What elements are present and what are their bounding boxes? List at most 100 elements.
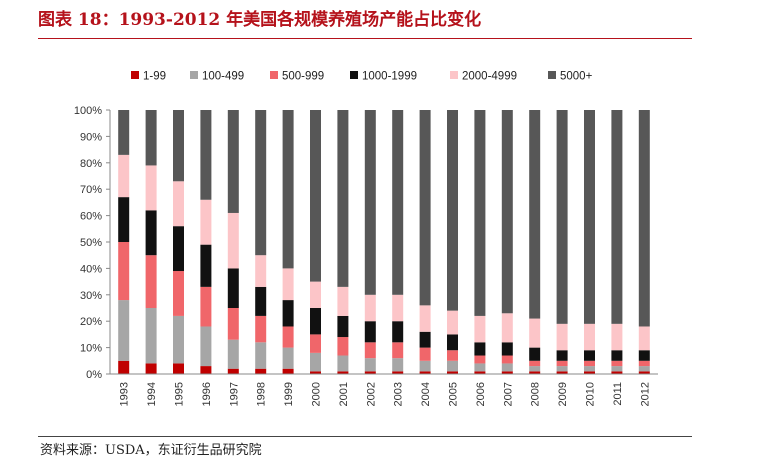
bar-2009-500-999 [556,360,568,367]
bar-2006-1-99 [474,371,486,374]
x-tick-label-2005: 2005 [448,382,460,406]
legend-swatch-1-99 [131,71,139,79]
x-tick-label-1997: 1997 [228,382,240,406]
x-tick-label-2006: 2006 [475,382,487,406]
bar-2012-1000-1999 [638,350,650,361]
bar-2001-5000plus [337,110,349,287]
bar-1995-100-499 [173,315,184,364]
y-tick-label: 20% [80,316,102,328]
y-tick-label: 50% [80,237,102,249]
source-note: 资料来源：USDA，东证衍生品研究院 [40,443,262,458]
x-tick-label-2012: 2012 [639,382,651,406]
x-tick-label-2009: 2009 [557,382,569,406]
bar-1995-1-99 [173,363,184,374]
bar-2008-1-99 [529,371,541,374]
bar-2010-1000-1999 [584,350,595,361]
legend-swatch-2000-4999 [450,71,458,79]
bar-1997-1000-1999 [227,268,239,308]
y-tick-label: 100% [74,105,102,117]
bar-2006-500-999 [474,355,486,364]
bar-2002-500-999 [364,342,376,359]
source-rule [38,436,692,437]
bar-group [118,110,650,374]
bar-2009-2000-4999 [556,323,568,351]
bar-2011-500-999 [611,360,623,367]
bar-1998-1-99 [255,368,267,374]
bar-2008-500-999 [529,360,541,367]
x-tick-label-2010: 2010 [585,382,597,406]
figure-title: 图表 18：1993-2012 年美国各规模养殖场产能占比变化 [38,10,482,30]
legend-label-1-99: 1-99 [143,71,166,83]
bar-2011-100-499 [611,366,623,372]
bar-1993-2000-4999 [118,154,130,198]
bar-2000-500-999 [310,334,321,353]
title-rule [38,38,692,39]
bar-1999-1-99 [282,368,294,374]
legend-label-2000-4999: 2000-4999 [462,71,517,83]
bar-2011-1000-1999 [611,350,623,361]
bar-2010-2000-4999 [584,323,595,351]
bar-1997-1-99 [227,368,239,374]
bar-2000-5000plus [310,110,321,282]
bar-2002-2000-4999 [364,294,376,322]
bar-1996-2000-4999 [200,199,212,245]
bar-2012-500-999 [638,360,650,367]
bar-1994-100-499 [145,308,157,364]
bar-2007-500-999 [501,355,513,364]
x-tick-label-2011: 2011 [612,382,624,406]
y-axis: 0% 10% 20% 30% 40% 50% 60% 70% 80% 90% 100% [74,105,111,381]
x-tick-label-2004: 2004 [420,382,432,406]
chart-legend: 1-99 100-499 500-999 1000-1999 2000-4999 5000… [131,71,593,83]
bar-2011-1-99 [611,371,623,374]
y-tick-label: 30% [80,290,102,302]
bar-1999-2000-4999 [282,268,294,301]
bar-1994-2000-4999 [145,165,157,211]
bar-1994-500-999 [145,255,157,308]
x-tick-label-1993: 1993 [119,382,131,406]
bar-1994-1-99 [145,363,157,374]
bar-1997-5000plus [227,110,239,213]
legend-label-500-999: 500-999 [282,71,324,83]
legend-swatch-1000-1999 [350,71,358,79]
bar-1997-500-999 [227,308,239,340]
y-tick-label: 10% [80,343,102,355]
bar-2008-100-499 [529,366,541,372]
bar-2007-1-99 [501,371,513,374]
bar-2006-5000plus [474,110,486,316]
bar-2004-100-499 [419,360,431,372]
x-tick-label-1994: 1994 [146,382,158,406]
x-tick-label-1996: 1996 [201,382,213,406]
x-axis: 1993 1994 1995 1996 1997 1998 1999 2000 2001 2002… [110,373,658,406]
bar-2004-2000-4999 [419,305,431,332]
y-tick-label: 40% [80,263,102,275]
y-tick-label: 0% [86,369,102,381]
bar-2002-100-499 [364,358,376,372]
bar-2009-1-99 [556,371,568,374]
bar-2008-5000plus [529,110,541,319]
bar-1996-500-999 [200,286,212,327]
bar-1999-1000-1999 [282,300,294,327]
bar-2012-100-499 [638,366,650,372]
bar-2000-100-499 [310,352,321,372]
bar-2007-5000plus [501,110,513,314]
bar-1997-100-499 [227,339,239,369]
bar-1993-100-499 [118,300,130,361]
bar-1999-100-499 [282,347,294,369]
bar-2012-1-99 [638,371,650,374]
y-tick-label: 80% [80,158,102,170]
bar-2005-2000-4999 [447,310,458,335]
y-tick-label: 60% [80,211,102,223]
bar-2009-100-499 [556,366,568,372]
bar-1998-500-999 [255,315,267,343]
bar-2010-100-499 [584,366,595,372]
bar-2005-100-499 [447,360,458,372]
x-tick-label-2002: 2002 [365,382,377,406]
bar-2007-100-499 [501,363,513,372]
bar-2010-5000plus [584,110,595,324]
bar-2002-5000plus [364,110,376,295]
bar-1993-1000-1999 [118,197,130,242]
bar-2009-5000plus [556,110,568,324]
legend-swatch-500-999 [270,71,278,79]
bar-1993-500-999 [118,242,130,301]
bar-1994-5000plus [145,110,157,166]
